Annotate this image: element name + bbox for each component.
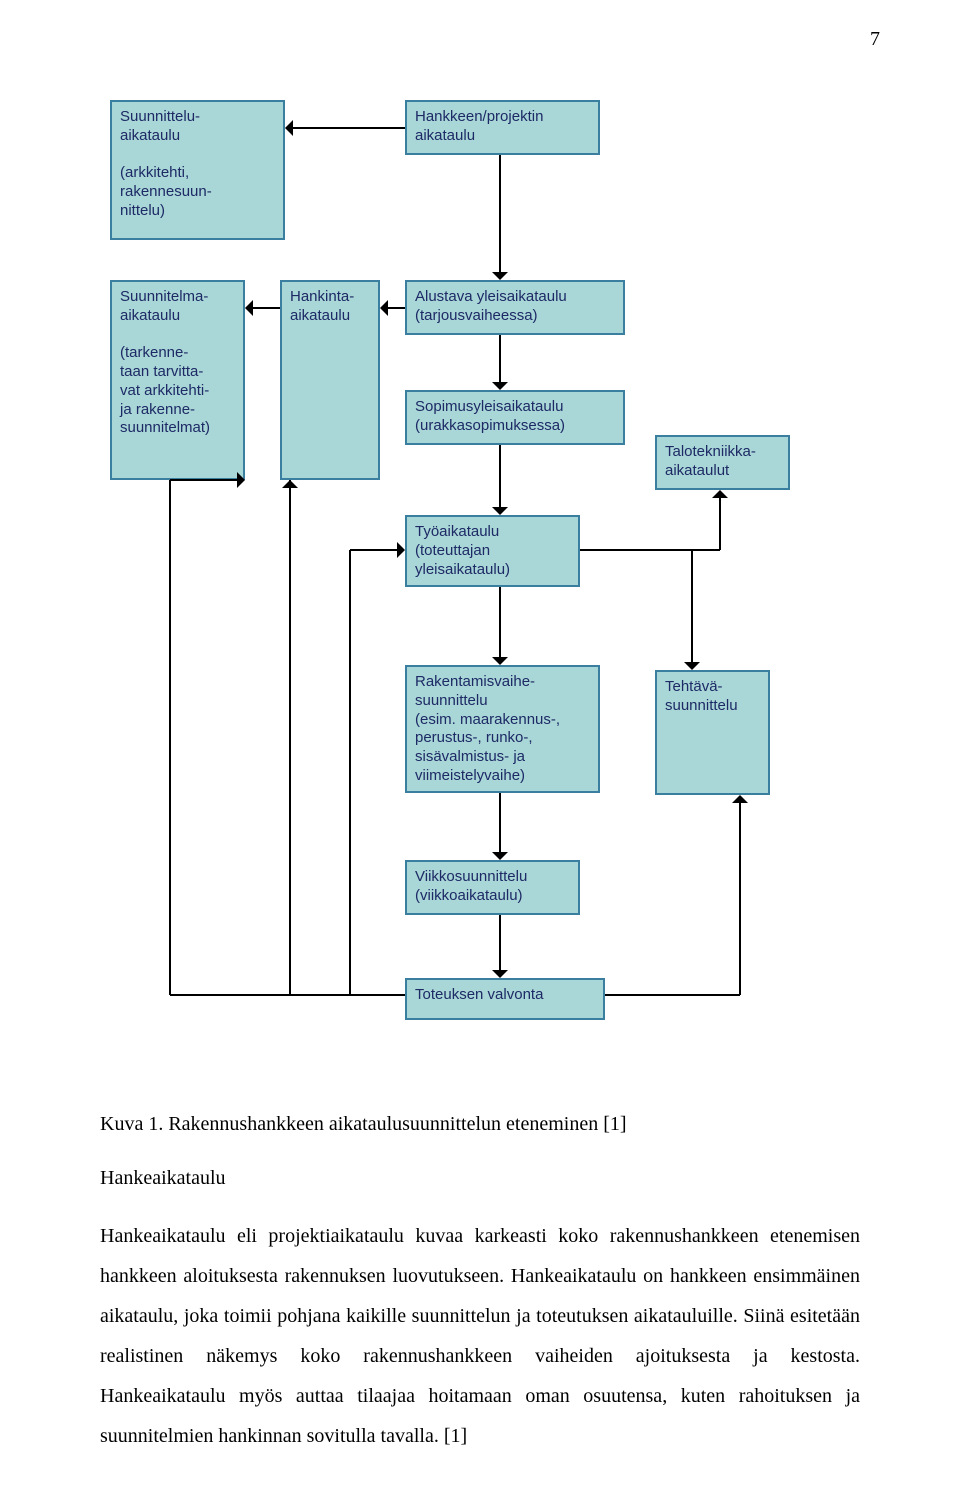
- section-heading: Hankeaikataulu: [100, 1158, 860, 1198]
- flow-node-n11: Viikkosuunnittelu(viikkoaikataulu): [405, 860, 580, 915]
- body-paragraph: Hankeaikataulu eli projektiaikataulu kuv…: [100, 1216, 860, 1456]
- flow-node-n5: Alustava yleisaikataulu(tarjousvaiheessa…: [405, 280, 625, 335]
- flowchart-diagram: Suunnittelu-aikataulu(arkkitehti,rakenne…: [80, 90, 840, 1072]
- figure-caption: Kuva 1. Rakennushankkeen aikataulusuunni…: [100, 1104, 860, 1144]
- flow-node-n10: Tehtävä-suunnittelu: [655, 670, 770, 795]
- page-number: 7: [870, 28, 880, 51]
- flow-node-n9: Rakentamisvaihe-suunnittelu(esim. maarak…: [405, 665, 600, 793]
- flow-node-n6: Sopimusyleisaikataulu(urakkasopimuksessa…: [405, 390, 625, 445]
- flow-node-n1: Suunnittelu-aikataulu(arkkitehti,rakenne…: [110, 100, 285, 240]
- flow-node-n2: Hankkeen/projektinaikataulu: [405, 100, 600, 155]
- flow-node-n4: Hankinta-aikataulu: [280, 280, 380, 480]
- flow-node-n8: Työaikataulu(toteuttajanyleisaikataulu): [405, 515, 580, 587]
- flow-node-n12: Toteuksen valvonta: [405, 978, 605, 1020]
- flow-node-n7: Talotekniikka-aikataulut: [655, 435, 790, 490]
- flow-node-n3: Suunnitelma-aikataulu(tarkenne-taan tarv…: [110, 280, 245, 480]
- page: 7 Suunnittelu-aikataulu(arkkitehti,raken…: [0, 0, 960, 1496]
